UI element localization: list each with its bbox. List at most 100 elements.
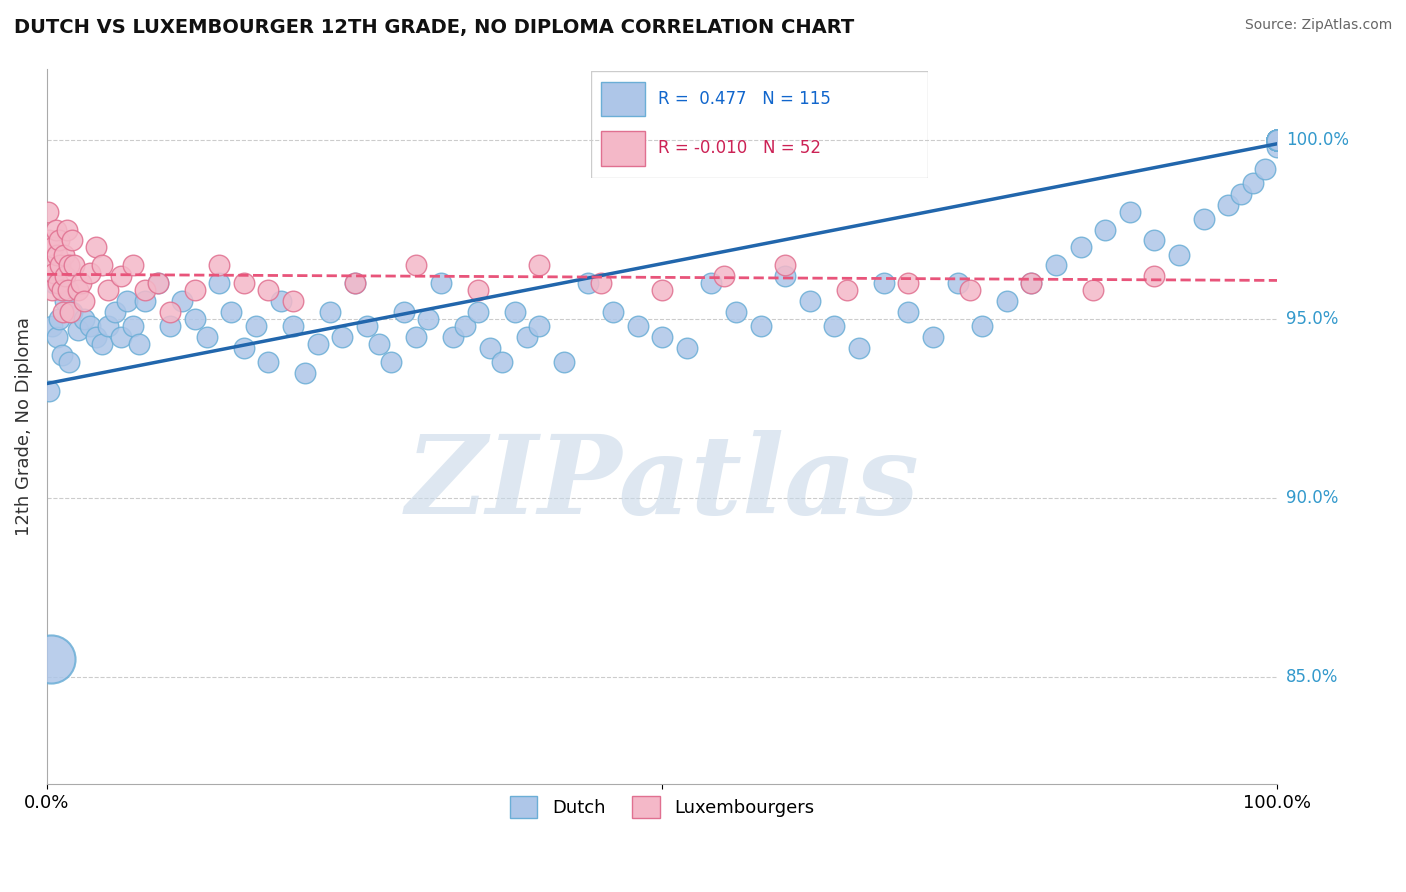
Point (773, 259, 796, 273)
Point (503, 305, 526, 319)
Point (60, 233, 83, 247)
Point (58, 259, 80, 273)
Point (626, 319, 648, 334)
Point (418, 312, 440, 326)
Point (1267, 133, 1289, 147)
Point (1267, 133, 1289, 147)
Point (835, 284, 858, 298)
Point (58, 355, 80, 369)
Point (491, 355, 513, 369)
Point (41, 284, 63, 298)
Point (330, 330, 353, 344)
Point (848, 341, 870, 355)
Point (44, 266, 66, 280)
Text: Source: ZipAtlas.com: Source: ZipAtlas.com (1244, 18, 1392, 32)
Point (66, 323, 89, 337)
Legend: Dutch, Luxembourgers: Dutch, Luxembourgers (503, 789, 821, 825)
Point (922, 330, 945, 344)
Point (134, 294, 156, 309)
Point (128, 337, 150, 351)
Point (405, 330, 427, 344)
Point (115, 294, 138, 309)
Point (208, 259, 231, 273)
Point (44, 222, 66, 236)
Point (897, 305, 920, 319)
Point (1267, 133, 1289, 147)
Point (232, 277, 254, 291)
Point (79, 266, 101, 280)
Point (972, 319, 994, 334)
Bar (600, 82, 644, 116)
Point (773, 269, 796, 284)
Point (52, 305, 75, 319)
Point (1168, 247, 1191, 261)
Point (1267, 133, 1289, 147)
Point (38, 384, 60, 398)
Point (73, 294, 96, 309)
Point (1267, 133, 1289, 147)
Point (122, 319, 145, 334)
Point (1267, 140, 1289, 154)
Point (405, 259, 427, 273)
Point (527, 319, 550, 334)
Text: ZIPatlas: ZIPatlas (405, 430, 920, 538)
Point (343, 277, 366, 291)
Point (66, 284, 89, 298)
Point (343, 277, 366, 291)
Point (1267, 133, 1289, 147)
Point (55, 222, 77, 236)
Text: R = -0.010   N = 52: R = -0.010 N = 52 (658, 139, 821, 157)
Text: 100.0%: 100.0% (1286, 131, 1348, 149)
Point (45, 330, 67, 344)
Point (897, 277, 920, 291)
Point (441, 330, 464, 344)
Point (1143, 233, 1166, 247)
Point (1267, 133, 1289, 147)
Text: 95.0%: 95.0% (1286, 310, 1339, 328)
Point (873, 277, 896, 291)
Point (651, 284, 673, 298)
Point (995, 294, 1018, 309)
Point (257, 355, 280, 369)
Point (60, 305, 83, 319)
Point (59, 305, 82, 319)
Point (281, 319, 304, 334)
Point (294, 366, 316, 380)
Point (1021, 277, 1043, 291)
Point (527, 259, 550, 273)
Point (959, 284, 981, 298)
Point (172, 294, 194, 309)
Point (553, 355, 575, 369)
Point (1094, 222, 1116, 236)
Point (38, 233, 60, 247)
Point (713, 269, 735, 284)
Point (79, 319, 101, 334)
Point (700, 277, 723, 291)
Point (208, 277, 231, 291)
Y-axis label: 12th Grade, No Diploma: 12th Grade, No Diploma (15, 317, 32, 536)
Point (41, 319, 63, 334)
Point (146, 277, 169, 291)
Point (1267, 133, 1289, 147)
Point (53, 247, 76, 261)
Text: 85.0%: 85.0% (1286, 668, 1339, 686)
Point (1267, 133, 1289, 147)
Point (467, 284, 489, 298)
Point (134, 284, 156, 298)
Point (1267, 133, 1289, 147)
Point (110, 330, 132, 344)
Point (51, 284, 73, 298)
Point (1267, 133, 1289, 147)
Point (97, 284, 120, 298)
Point (392, 305, 415, 319)
Point (1267, 133, 1289, 147)
Point (724, 305, 747, 319)
Text: 90.0%: 90.0% (1286, 489, 1339, 507)
Point (429, 277, 451, 291)
Point (97, 319, 120, 334)
Point (84, 240, 107, 254)
Point (1218, 197, 1240, 211)
Point (232, 341, 254, 355)
Point (380, 355, 402, 369)
Point (1267, 133, 1289, 147)
